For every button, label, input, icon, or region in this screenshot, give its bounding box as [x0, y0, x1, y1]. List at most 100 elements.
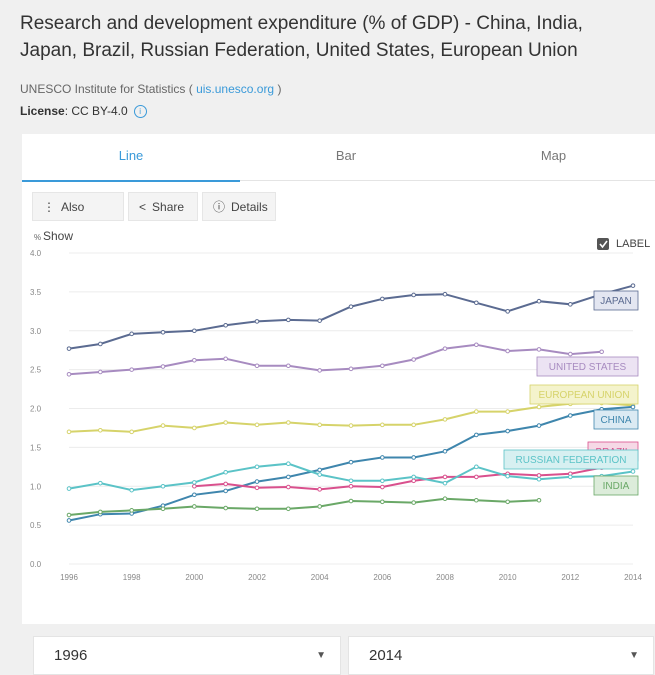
series-line-brazil[interactable]: [194, 466, 602, 491]
data-point[interactable]: [254, 422, 260, 428]
data-point[interactable]: [129, 508, 134, 513]
data-point[interactable]: [411, 500, 416, 505]
data-point[interactable]: [630, 404, 636, 410]
data-point[interactable]: [192, 480, 197, 485]
start-year-select[interactable]: 1996 ▼: [33, 636, 341, 675]
data-point[interactable]: [536, 473, 542, 478]
data-point[interactable]: [474, 342, 479, 348]
data-point[interactable]: [286, 461, 291, 467]
data-point[interactable]: [192, 492, 197, 498]
data-point[interactable]: [66, 512, 72, 518]
data-point[interactable]: [317, 467, 322, 473]
data-point[interactable]: [348, 459, 354, 465]
series-line-japan[interactable]: [68, 284, 634, 350]
data-point[interactable]: [442, 417, 448, 422]
data-point[interactable]: [98, 480, 103, 486]
data-point[interactable]: [317, 422, 322, 428]
series-line-india[interactable]: [68, 497, 540, 516]
data-point[interactable]: [98, 369, 103, 375]
data-point[interactable]: [160, 364, 166, 369]
data-point[interactable]: [380, 484, 385, 490]
data-point[interactable]: [536, 423, 542, 428]
data-point[interactable]: [380, 422, 385, 428]
tab-bar[interactable]: Bar: [335, 148, 357, 163]
data-point[interactable]: [192, 425, 197, 431]
data-point[interactable]: [599, 349, 604, 355]
data-point[interactable]: [474, 497, 479, 503]
info-icon[interactable]: i: [133, 105, 147, 119]
data-point[interactable]: [66, 371, 72, 377]
data-point[interactable]: [442, 448, 448, 454]
data-point[interactable]: [317, 472, 322, 477]
data-point[interactable]: [160, 330, 166, 335]
data-point[interactable]: [411, 474, 416, 480]
data-point[interactable]: [411, 455, 416, 460]
data-point[interactable]: [223, 420, 228, 425]
data-point[interactable]: [348, 366, 354, 372]
also-show-button[interactable]: ⋮ Also Show: [32, 192, 124, 243]
data-point[interactable]: [286, 474, 291, 480]
data-point[interactable]: [223, 323, 228, 328]
data-point[interactable]: [536, 298, 542, 304]
data-point[interactable]: [348, 304, 354, 309]
data-point[interactable]: [129, 367, 134, 372]
data-point[interactable]: [348, 478, 354, 484]
data-point[interactable]: [380, 455, 385, 460]
data-point[interactable]: [442, 474, 448, 480]
data-point[interactable]: [317, 368, 322, 373]
data-point[interactable]: [66, 429, 72, 435]
data-point[interactable]: [630, 283, 636, 288]
data-point[interactable]: [286, 363, 291, 369]
data-point[interactable]: [286, 317, 291, 323]
source-link[interactable]: uis.unesco.org: [196, 82, 275, 96]
data-point[interactable]: [254, 319, 260, 324]
series-line-united-states[interactable]: [68, 343, 602, 376]
data-point[interactable]: [317, 487, 322, 492]
data-point[interactable]: [411, 357, 416, 362]
data-point[interactable]: [160, 423, 166, 428]
data-point[interactable]: [348, 483, 354, 489]
data-point[interactable]: [536, 476, 542, 482]
data-point[interactable]: [474, 432, 479, 438]
data-point[interactable]: [98, 341, 103, 347]
data-point[interactable]: [442, 496, 448, 501]
data-point[interactable]: [286, 420, 291, 425]
data-point[interactable]: [505, 499, 510, 505]
data-point[interactable]: [380, 363, 385, 369]
data-point[interactable]: [505, 473, 510, 479]
data-point[interactable]: [192, 483, 197, 489]
data-point[interactable]: [129, 429, 134, 435]
label-toggle[interactable]: LABEL: [597, 238, 650, 250]
data-point[interactable]: [348, 498, 354, 504]
data-point[interactable]: [254, 485, 260, 491]
share-button[interactable]: < Share: [128, 192, 198, 221]
data-point[interactable]: [129, 487, 134, 493]
data-point[interactable]: [160, 506, 166, 512]
data-point[interactable]: [286, 484, 291, 490]
data-point[interactable]: [411, 478, 416, 484]
data-point[interactable]: [474, 474, 479, 480]
data-point[interactable]: [505, 409, 510, 414]
data-point[interactable]: [568, 474, 573, 480]
data-point[interactable]: [254, 479, 260, 484]
data-point[interactable]: [223, 505, 228, 511]
data-point[interactable]: [536, 347, 542, 352]
tab-map[interactable]: Map: [540, 148, 567, 163]
data-point[interactable]: [223, 469, 228, 475]
data-point[interactable]: [474, 409, 479, 414]
data-point[interactable]: [98, 427, 103, 433]
data-point[interactable]: [254, 506, 260, 512]
data-point[interactable]: [505, 309, 510, 314]
data-point[interactable]: [317, 504, 322, 509]
data-point[interactable]: [568, 413, 573, 418]
data-point[interactable]: [630, 469, 636, 474]
data-point[interactable]: [223, 488, 228, 494]
details-button[interactable]: ⓘ Details: [202, 192, 276, 221]
data-point[interactable]: [286, 506, 291, 512]
data-point[interactable]: [192, 357, 197, 363]
end-year-select[interactable]: 2014 ▼: [348, 636, 654, 675]
data-point[interactable]: [505, 428, 510, 434]
label-checkbox[interactable]: [597, 238, 609, 250]
data-point[interactable]: [411, 292, 416, 298]
data-point[interactable]: [192, 504, 197, 509]
